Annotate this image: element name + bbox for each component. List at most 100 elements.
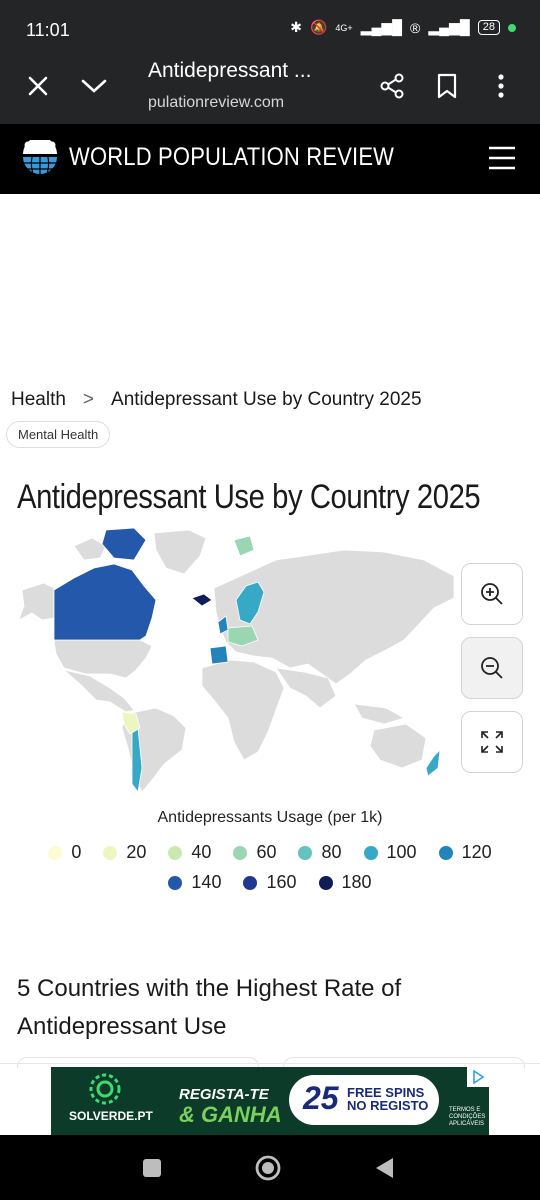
legend-row-1: 0 20 40 60 80 100 120 (0, 842, 540, 863)
ad-pill (289, 1075, 439, 1125)
more-options-icon[interactable] (479, 64, 523, 108)
legend-swatch (233, 845, 248, 860)
ad-promo: REGISTA-TE & GANHA (179, 1086, 282, 1127)
status-bar: 11:01 ✱ 🔕 4G+ ▂▄▆█ ® ▂▄▆█ 28 (0, 0, 540, 50)
category-tag[interactable]: Mental Health (6, 421, 111, 448)
region-iberia (209, 645, 229, 665)
legend-label: 0 (71, 842, 82, 862)
legend-item[interactable]: 0 (48, 842, 81, 863)
breadcrumb-current: Antidepressant Use by Country 2025 (111, 389, 422, 410)
ad-spins-line1: FREE SPINS (347, 1085, 425, 1100)
legend-row-2: 140 160 180 (0, 872, 540, 893)
legend-label: 40 (191, 842, 212, 862)
legend-swatch (438, 845, 453, 860)
region-central-europe (227, 625, 259, 647)
legend-label: 160 (266, 872, 297, 892)
region-iceland (191, 593, 213, 607)
region-svalbard (233, 535, 255, 557)
region-australia (369, 723, 427, 769)
ad-promo-line1: REGISTA-TE (179, 1086, 269, 1103)
legend-label: 20 (126, 842, 147, 862)
legend-swatch (103, 845, 118, 860)
region-se-asia (353, 703, 406, 725)
region-peru (121, 711, 141, 735)
zoom-in-button[interactable] (461, 563, 523, 625)
legend-item[interactable]: 100 (363, 842, 417, 863)
section-heading: 5 Countries with the Highest Rate of Ant… (17, 975, 402, 1040)
adchoices-icon[interactable] (467, 1067, 489, 1087)
fullscreen-button[interactable] (461, 711, 523, 773)
legend-item[interactable]: 180 (318, 872, 372, 893)
legend-item[interactable]: 160 (243, 872, 297, 893)
signal-icon-2: ▂▄▆█ (428, 19, 470, 35)
site-logo-icon[interactable] (21, 137, 59, 183)
region-eurasia (213, 549, 455, 685)
status-time: 11:01 (26, 20, 70, 40)
ad-spins-line2: NO REGISTO (347, 1098, 429, 1113)
legend-label: 140 (191, 872, 222, 892)
hamburger-menu-icon[interactable] (488, 146, 516, 175)
region-canada (53, 563, 157, 641)
region-alaska (18, 582, 55, 621)
mute-icon: 🔕 (309, 19, 328, 35)
legend-item[interactable]: 60 (233, 842, 276, 863)
region-africa (201, 659, 285, 761)
ad-promo-line2: & GANHA (179, 1102, 282, 1127)
region-new-zealand (425, 748, 441, 777)
region-mexico (63, 669, 135, 713)
region-greenland (153, 529, 207, 575)
region-arctic-islands (73, 537, 107, 561)
breadcrumb: Health > Antidepressant Use by Country 2… (11, 389, 422, 411)
registered-icon: ® (410, 19, 421, 36)
region-scandinavia (235, 581, 265, 625)
world-choropleth-map[interactable] (14, 528, 459, 798)
expand-icon (481, 731, 503, 753)
chevron-down-icon[interactable] (72, 64, 116, 108)
tab-title[interactable]: Antidepressant ... (148, 59, 312, 82)
signal-icon: ▂▄▆█ (360, 19, 403, 35)
zoom-in-icon (481, 583, 503, 605)
legend-label: 180 (341, 872, 372, 892)
home-icon[interactable] (255, 1155, 281, 1186)
breadcrumb-separator: > (82, 389, 95, 410)
legend-item[interactable]: 20 (103, 842, 146, 863)
legend-item[interactable]: 80 (298, 842, 342, 863)
legend-label: 80 (321, 842, 342, 862)
legend-swatch (298, 845, 313, 860)
ad-logo-icon (89, 1073, 121, 1110)
share-icon[interactable] (370, 64, 414, 108)
site-title[interactable]: WORLD POPULATION REVIEW (69, 143, 395, 171)
legend-label: 100 (386, 842, 417, 862)
legend-swatch (243, 875, 258, 890)
battery-icon: 28 (477, 20, 500, 35)
breadcrumb-parent[interactable]: Health (11, 389, 66, 410)
legend-swatch (318, 875, 333, 890)
region-canada-islands (101, 528, 147, 561)
close-tab-icon[interactable] (16, 64, 60, 108)
ad-brand: SOLVERDE.PT (69, 1109, 153, 1123)
legend-swatch (363, 845, 378, 860)
tab-url[interactable]: pulationreview.com (148, 94, 285, 111)
ad-banner[interactable]: SOLVERDE.PT REGISTA-TE & GANHA 25 FREE S… (51, 1067, 489, 1135)
bluetooth-icon: ✱ (290, 19, 302, 35)
legend-title: Antidepressants Usage (per 1k) (157, 809, 383, 826)
network-label: 4G+ (335, 22, 353, 33)
zoom-out-icon (481, 657, 503, 679)
ad-terms: TERMOS E CONDIÇÕES APLICÁVEIS (449, 1107, 486, 1127)
browser-toolbar: Antidepressant ... pulationreview.com (0, 50, 540, 124)
legend-item[interactable]: 40 (168, 842, 211, 863)
ad-divider (0, 1063, 540, 1064)
legend-swatch (168, 875, 183, 890)
ad-number: 25 (303, 1080, 339, 1116)
legend-item[interactable]: 120 (438, 842, 492, 863)
status-icons: ✱ 🔕 4G+ ▂▄▆█ ® ▂▄▆█ 28 (290, 19, 516, 36)
bookmark-icon[interactable] (425, 64, 469, 108)
legend-label: 120 (461, 842, 492, 862)
legend-label: 60 (256, 842, 277, 862)
legend-swatch (168, 845, 183, 860)
recent-apps-icon[interactable] (142, 1158, 162, 1183)
site-header: WORLD POPULATION REVIEW (0, 124, 540, 194)
legend-item[interactable]: 140 (168, 872, 221, 893)
back-icon[interactable] (373, 1156, 395, 1185)
zoom-out-button[interactable] (461, 637, 523, 699)
